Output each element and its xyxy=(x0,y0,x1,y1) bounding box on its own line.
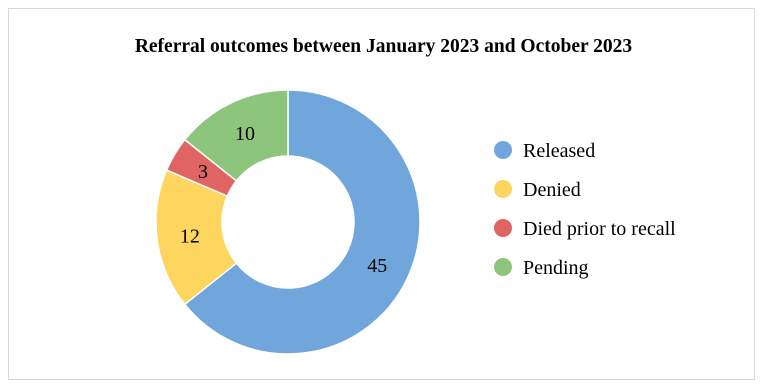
chart-title: Referral outcomes between January 2023 a… xyxy=(134,36,633,57)
slice-released xyxy=(183,89,421,355)
slices-group xyxy=(155,89,421,355)
legend-marker-released xyxy=(494,141,512,159)
legend-label-released: Released xyxy=(523,140,595,162)
data-labels-group: 45 12 3 10 xyxy=(180,123,387,277)
data-label-released: 45 xyxy=(367,255,387,277)
data-label-denied: 12 xyxy=(180,225,200,247)
data-label-died-prior-to-recall: 3 xyxy=(198,161,208,183)
legend-label-denied: Denied xyxy=(523,179,581,201)
legend: Released Denied Died prior to recall Pendin… xyxy=(494,140,676,279)
slice-pending xyxy=(183,89,289,182)
legend-marker-died-prior-to-recall xyxy=(494,219,512,237)
legend-marker-pending xyxy=(494,258,512,276)
legend-label-pending: Pending xyxy=(523,257,589,279)
legend-marker-denied xyxy=(494,180,512,198)
legend-label-died-prior-to-recall: Died prior to recall xyxy=(523,218,676,240)
data-label-pending: 10 xyxy=(235,123,255,145)
